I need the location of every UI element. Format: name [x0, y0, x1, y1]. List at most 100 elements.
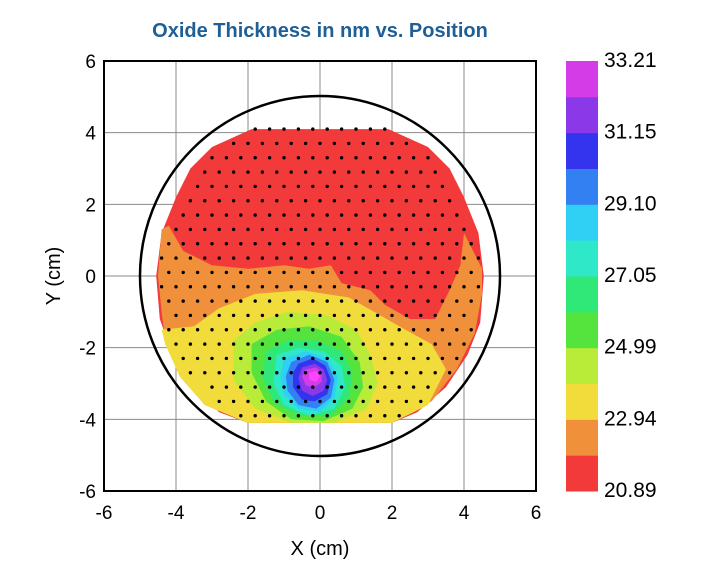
sample-point: [354, 299, 358, 303]
sample-point: [188, 313, 193, 318]
sample-point: [375, 170, 380, 174]
sample-point: [311, 385, 315, 389]
sample-point: [318, 256, 322, 260]
sample-point: [426, 356, 430, 361]
sample-point: [296, 299, 301, 303]
sample-point: [210, 213, 214, 217]
sample-point: [188, 285, 193, 289]
sample-point: [397, 242, 401, 246]
sample-point: [375, 371, 380, 375]
sample-point: [354, 127, 358, 131]
sample-point: [339, 356, 344, 361]
sample-point: [296, 127, 301, 131]
sample-point: [217, 227, 221, 232]
sample-point: [282, 385, 286, 389]
sample-point: [224, 299, 229, 303]
sample-point: [224, 385, 229, 389]
sample-point: [159, 285, 164, 289]
sample-point: [195, 328, 200, 332]
sample-point: [375, 342, 380, 346]
sample-point: [325, 299, 329, 303]
sample-point: [217, 170, 221, 174]
x-tick-label: -2: [240, 503, 257, 524]
sample-point: [426, 299, 430, 303]
sample-point: [455, 356, 459, 361]
sample-point: [433, 371, 437, 375]
sample-point: [368, 328, 373, 332]
sample-point: [332, 399, 337, 404]
sample-point: [339, 184, 344, 189]
sample-point: [462, 342, 466, 346]
sample-point: [455, 213, 459, 217]
sample-point: [433, 313, 437, 318]
sample-point: [246, 141, 250, 146]
y-tick-label: -6: [79, 482, 96, 503]
sample-point: [375, 285, 380, 289]
sample-point: [231, 170, 236, 174]
sample-point: [267, 242, 272, 246]
sample-point: [339, 299, 344, 303]
x-tick-label: -6: [96, 503, 113, 524]
sample-point: [368, 213, 373, 217]
sample-point: [361, 313, 365, 318]
sample-point: [282, 356, 286, 361]
sample-point: [246, 227, 250, 232]
sample-point: [411, 156, 416, 160]
sample-point: [404, 399, 409, 404]
sample-point: [318, 170, 322, 174]
sample-point: [289, 285, 293, 289]
sample-point: [397, 385, 401, 389]
sample-point: [383, 213, 387, 217]
x-tick-label: -4: [168, 503, 185, 524]
sample-point: [303, 371, 308, 375]
sample-point: [296, 414, 301, 418]
sample-point: [347, 199, 351, 203]
colorbar-label: 33.21: [604, 49, 657, 72]
sample-point: [397, 299, 401, 303]
sample-point: [332, 170, 337, 174]
sample-point: [354, 270, 358, 275]
sample-point: [433, 285, 437, 289]
sample-point: [318, 399, 322, 404]
sample-point: [332, 285, 337, 289]
colorbar-band: [566, 276, 598, 313]
sample-point: [411, 184, 416, 189]
sample-point: [469, 242, 473, 246]
sample-point: [210, 299, 214, 303]
colorbar-label: 29.10: [604, 192, 657, 215]
sample-point: [383, 127, 387, 131]
colorbar-band: [566, 347, 598, 384]
sample-point: [224, 156, 229, 160]
sample-point: [260, 199, 265, 203]
sample-point: [419, 227, 423, 232]
colorbar-label: 31.15: [604, 121, 657, 144]
sample-point: [275, 141, 279, 146]
sample-point: [332, 141, 337, 146]
colorbar: [566, 61, 598, 492]
sample-point: [231, 342, 236, 346]
sample-point: [339, 270, 344, 275]
sample-point: [188, 342, 193, 346]
sample-point: [296, 242, 301, 246]
sample-point: [462, 285, 466, 289]
sample-point: [354, 156, 358, 160]
sample-point: [275, 371, 279, 375]
colorbar-label: 20.89: [604, 479, 657, 502]
sample-point: [217, 371, 221, 375]
sample-point: [339, 414, 344, 418]
sample-point: [383, 270, 387, 275]
sample-point: [426, 242, 430, 246]
y-axis-label: Y (cm): [43, 247, 65, 306]
sample-point: [426, 328, 430, 332]
sample-point: [174, 256, 178, 260]
sample-point: [282, 414, 286, 418]
sample-point: [339, 242, 344, 246]
sample-point: [361, 342, 365, 346]
sample-point: [476, 285, 481, 289]
sample-point: [397, 156, 401, 160]
sample-point: [253, 242, 257, 246]
y-tick-label: 6: [85, 52, 96, 73]
sample-point: [260, 342, 265, 346]
sample-point: [282, 213, 286, 217]
sample-point: [311, 299, 315, 303]
